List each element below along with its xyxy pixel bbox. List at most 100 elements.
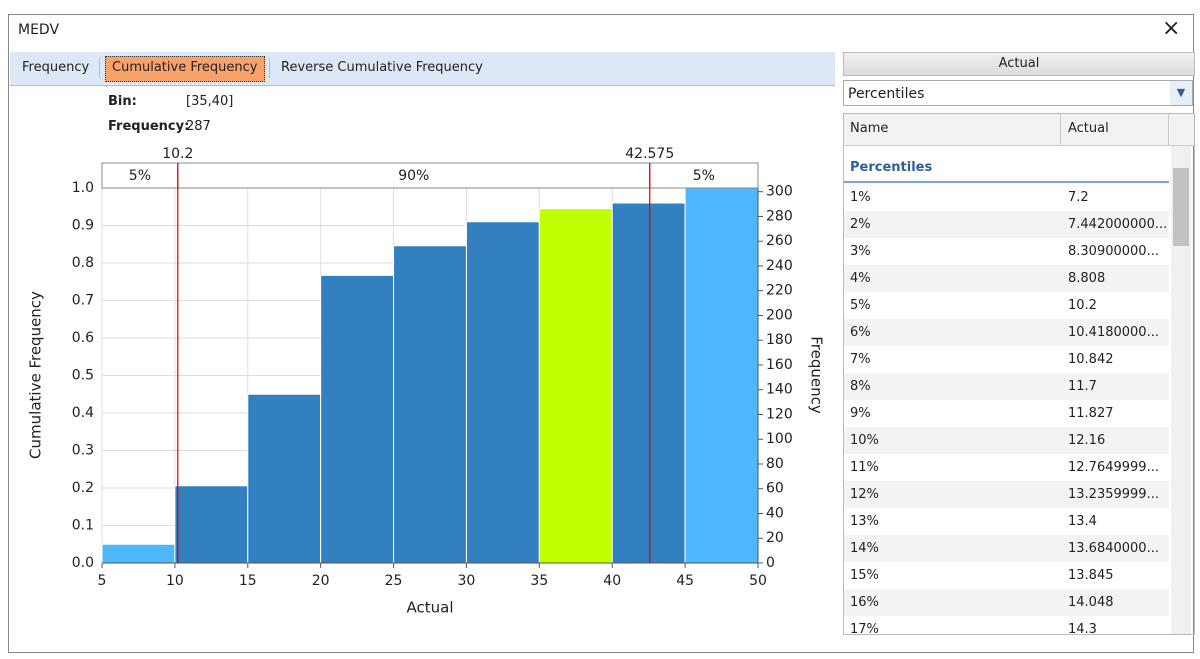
cell: 7.442000000... (1068, 217, 1168, 232)
band-label: 5% (693, 168, 715, 184)
table-body: 1% 7.2 2% 7.442000000... 3% 8.30900000... 4% 8.… (844, 184, 1169, 634)
y2-tick-label: 60 (766, 481, 784, 497)
bar (611, 202, 686, 564)
table-row: 14% 13.6840000... (844, 535, 1169, 563)
cell: 11.827 (1068, 406, 1114, 421)
cell: 15% (850, 568, 879, 583)
cell: 8% (850, 379, 871, 394)
cell: 8.30900000... (1068, 244, 1159, 259)
table-row: 15% 13.845 (844, 562, 1169, 590)
bar (684, 187, 759, 564)
cell: 2% (850, 217, 871, 232)
cell: 14.3 (1068, 622, 1097, 635)
tab[interactable]: Cumulative Frequency (105, 56, 265, 82)
y2-tick-label: 240 (766, 258, 793, 274)
x-tick-label: 10 (166, 573, 184, 589)
bar (538, 208, 613, 564)
table-row: 8% 11.7 (844, 373, 1169, 401)
scrollbar[interactable] (1171, 146, 1191, 634)
cell: 16% (850, 595, 879, 610)
close-button[interactable]: × (1162, 16, 1181, 41)
band-label: 5% (129, 168, 151, 184)
cell: 10.842 (1068, 352, 1114, 367)
table-row: 1% 7.2 (844, 184, 1169, 212)
y2-tick-label: 180 (766, 332, 793, 348)
x-tick-label: 5 (98, 573, 107, 589)
x-tick-label: 15 (239, 573, 257, 589)
y2-tick-label: 120 (766, 406, 793, 422)
dropdown-arrow[interactable]: ▼ (1170, 81, 1192, 105)
tab-separator (269, 58, 270, 78)
table-row: 17% 14.3 (844, 616, 1169, 635)
band (101, 162, 179, 189)
bar (393, 245, 467, 564)
window-title: MEDV (18, 22, 60, 38)
column-divider (1060, 114, 1061, 145)
tab[interactable]: Frequency (22, 60, 90, 75)
y2-tick-label: 100 (766, 431, 793, 447)
y-tick-label: 0.0 (72, 555, 94, 571)
table-row: 6% 10.4180000... (844, 319, 1169, 347)
y2-tick-label: 140 (766, 382, 793, 398)
cell: 13.4 (1068, 514, 1097, 529)
y2-tick-label: 80 (766, 456, 784, 472)
y-tick-label: 0.7 (72, 293, 94, 309)
y2-tick-label: 200 (766, 307, 793, 323)
y-tick-label: 0.6 (72, 330, 94, 346)
chart: Actual Cumulative Frequency Frequency 0.… (27, 146, 826, 617)
group-label: Percentiles (850, 160, 933, 175)
x-axis-title: Actual (407, 599, 454, 617)
y2-tick-label: 300 (766, 184, 793, 200)
table-row: 11% 12.7649999... (844, 454, 1169, 482)
cell: 1% (850, 190, 871, 205)
table-row: 10% 12.16 (844, 427, 1169, 455)
x-tick-label: 30 (458, 573, 476, 589)
cell: 14.048 (1068, 595, 1114, 610)
cell: 13.6840000... (1068, 541, 1159, 556)
table-header (844, 114, 1194, 146)
marker-label: 10.2 (162, 146, 193, 162)
table-row: 4% 8.808 (844, 265, 1169, 293)
cell: 12.7649999... (1068, 460, 1159, 475)
table-row: 2% 7.442000000... (844, 211, 1169, 239)
cell: 11% (850, 460, 879, 475)
group-underline (844, 181, 1169, 183)
cell: 5% (850, 298, 871, 313)
y-tick-label: 0.8 (72, 255, 94, 271)
scroll-thumb[interactable] (1173, 168, 1189, 246)
bar (465, 221, 540, 564)
cell: 14% (850, 541, 879, 556)
cell: 10.2 (1068, 298, 1097, 313)
y-tick-label: 0.3 (72, 443, 94, 459)
tooltip-frequency: 287 (186, 119, 211, 134)
tooltip-frequency-label: Frequency: (108, 119, 190, 134)
column-divider (1168, 114, 1169, 145)
y-tick-label: 0.9 (72, 218, 94, 234)
column-header: Name (850, 121, 889, 136)
dropdown[interactable]: Percentiles (843, 80, 1193, 106)
y2-tick-label: 40 (766, 505, 784, 521)
cell: 9% (850, 406, 871, 421)
cell: 13% (850, 514, 879, 529)
cell: 11.7 (1068, 379, 1097, 394)
x-tick-label: 50 (749, 573, 767, 589)
cell: 7% (850, 352, 871, 367)
table-row: 9% 11.827 (844, 400, 1169, 428)
cell: 17% (850, 622, 879, 635)
x-tick-label: 40 (603, 573, 621, 589)
bar (174, 485, 249, 564)
table-row: 13% 13.4 (844, 508, 1169, 536)
table-row: 7% 10.842 (844, 346, 1169, 374)
y-tick-label: 0.2 (72, 480, 94, 496)
cell: 10% (850, 433, 879, 448)
tab-separator (99, 58, 100, 78)
y-tick-label: 0.5 (72, 368, 94, 384)
bar (101, 543, 176, 564)
tab[interactable]: Reverse Cumulative Frequency (281, 60, 483, 75)
cell: 3% (850, 244, 871, 259)
cell: 10.4180000... (1068, 325, 1159, 340)
column-header: Actual (1068, 121, 1109, 136)
y2-tick-label: 220 (766, 283, 793, 299)
y-tick-label: 0.1 (72, 518, 94, 534)
